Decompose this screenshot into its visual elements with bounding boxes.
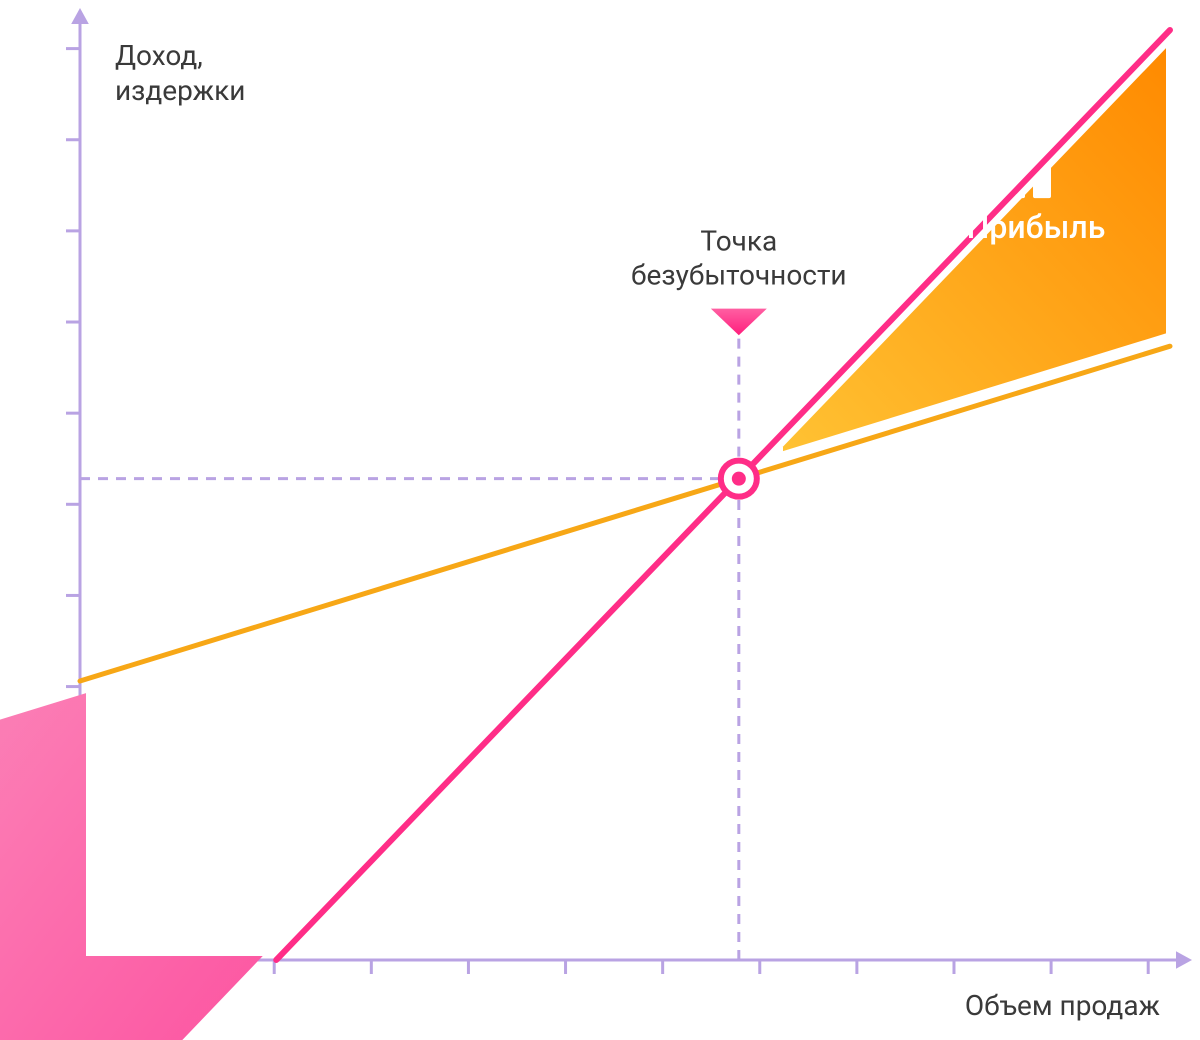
x-axis-label: Объем продаж (965, 989, 1161, 1022)
loss-region (0, 693, 263, 1040)
plot-area (0, 8, 1192, 1040)
bar-icon (981, 176, 999, 198)
y-axis-label-line2: издержки (115, 74, 245, 107)
revenue-line (276, 30, 1170, 960)
breakeven-label-line2: безубыточности (631, 259, 847, 292)
profit-region-label: Прибыль (967, 208, 1106, 246)
breakeven-pointer-icon (711, 309, 767, 336)
y-axis-label-line1: Доход, (115, 39, 203, 72)
x-axis-arrow-icon (1176, 951, 1192, 969)
chart-svg: Доход, издержки Объем продаж Точка безуб… (0, 0, 1200, 1040)
breakeven-marker-dot-icon (732, 472, 746, 486)
bars-icon (231, 762, 301, 810)
bar-icon (283, 792, 301, 810)
breakeven-label-line1: Точка (700, 225, 777, 258)
breakeven-chart: Доход, издержки Объем продаж Точка безуб… (0, 0, 1200, 1040)
bar-icon (257, 778, 275, 810)
y-axis-arrow-icon (71, 8, 89, 24)
bar-icon (231, 762, 249, 810)
loss-region-label: Убытки (238, 820, 354, 858)
profit-region (783, 48, 1166, 451)
cost-line (80, 346, 1170, 681)
